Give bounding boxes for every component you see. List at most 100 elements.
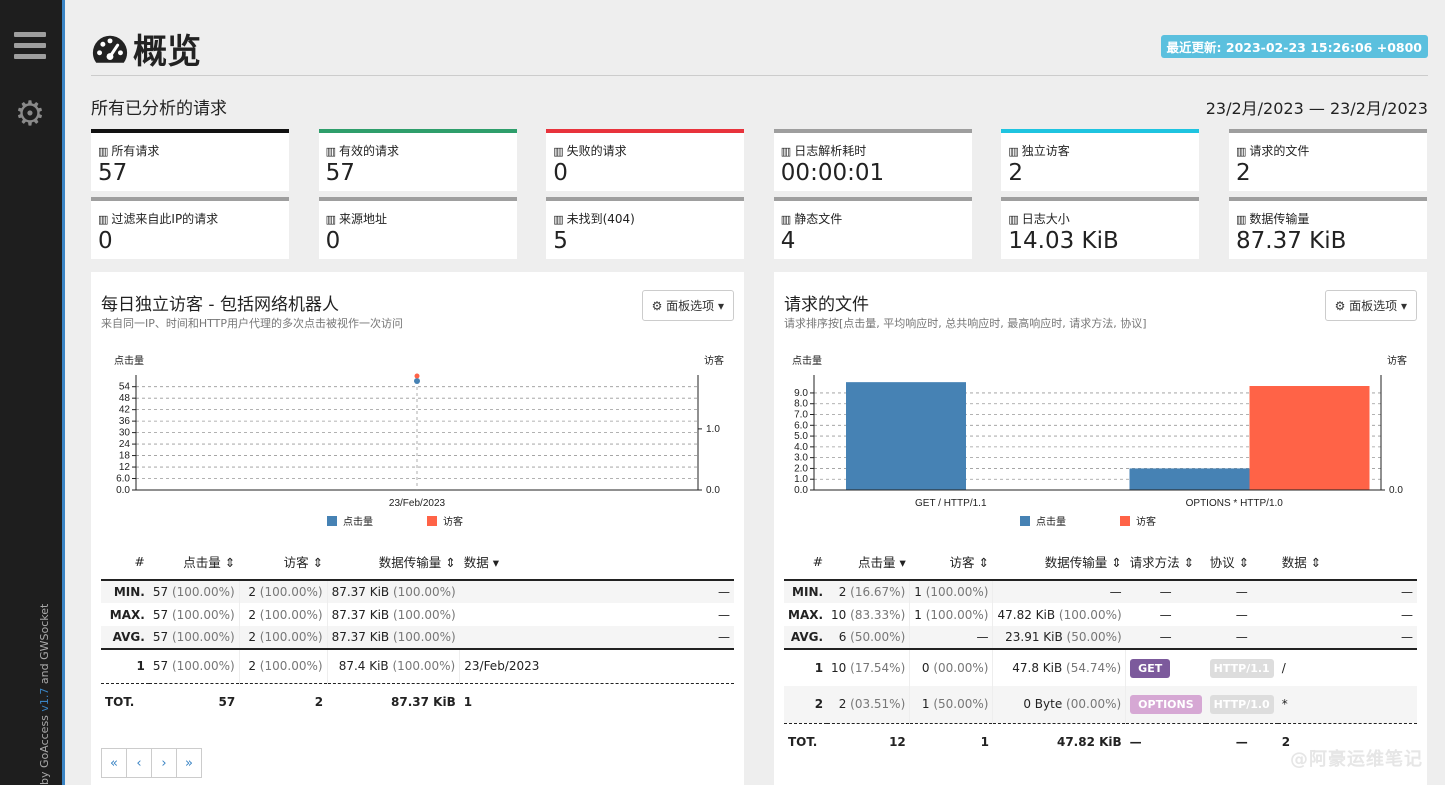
summary-row: MAX. 57 (100.00%) 2 (100.00%) 87.37 KiB (10… (101, 603, 734, 626)
stat-card: ▥ 过滤来自此IP的请求 0 (91, 197, 289, 259)
y-tick-label: 0.0 (794, 485, 808, 496)
method-badge: OPTIONS (1130, 694, 1202, 714)
table-cell: — (1401, 607, 1413, 622)
column-header[interactable]: 数据传输量 ⇕ (1044, 555, 1122, 570)
stat-value: 14.03 KiB (1008, 228, 1119, 254)
visitors-bar (1249, 386, 1370, 490)
stat-label: ▥ 静态文件 (780, 212, 843, 226)
table-cell: 23/Feb/2023 (464, 659, 540, 674)
column-header[interactable]: 请求方法 ⇕ (1129, 555, 1195, 570)
legend-label: 点击量 (343, 516, 373, 528)
table-cell: 2 (100.00%) (239, 603, 328, 626)
stat-card: ▥ 数据传输量 87.37 KiB (1229, 197, 1427, 259)
bar-chart-icon: ▥ (98, 213, 109, 226)
version-link[interactable]: v1.7 (38, 687, 51, 712)
panel-options-button[interactable]: ⚙ 面板选项 ▾ (1324, 290, 1417, 321)
table-cell: 2 (1281, 735, 1291, 750)
hits-bar (846, 382, 966, 490)
gear-icon[interactable]: ⚙ (14, 94, 46, 134)
panel-subtitle: 来自同一IP、时间和HTTP用户代理的多次点击被视作一次访问 (101, 317, 404, 330)
sidebar: ⚙ by GoAccess v1.7 and GWSocket (0, 0, 65, 785)
panel-title: 请求的文件 (784, 295, 869, 315)
requested-files-panel: 请求的文件 请求排序按[点击量, 平均响应时, 总共响应时, 最高响应时, 请求… (774, 272, 1427, 785)
visitors-table: # 点击量 ⇕ 访客 ⇕ 数据传输量 ⇕ 数据 ▾ MIN. 57 (100.00%) 2 (… (101, 544, 734, 721)
panel-title: 每日独立访客 - 包括网络机器人 (101, 295, 339, 315)
pagination-button[interactable]: « (101, 748, 127, 778)
stat-card: ▥ 静态文件 4 (773, 197, 972, 259)
table-cell: — (1159, 585, 1172, 599)
stat-value: 87.37 KiB (1236, 228, 1347, 254)
table-cell: AVG. (112, 630, 145, 644)
table-row[interactable]: 1 10 (17.54%) 0 (00.00%) 47.8 KiB (54.74%) G… (784, 649, 1417, 686)
table-cell: 1 (980, 735, 989, 750)
protocol-badge: HTTP/1.0 (1209, 694, 1274, 714)
stat-label: ▥ 失败的请求 (553, 144, 627, 158)
column-header: # (812, 554, 824, 569)
legend-swatch (327, 516, 337, 526)
table-cell: — (1235, 607, 1248, 622)
column-header[interactable]: 数据 ▾ (463, 555, 499, 570)
column-header[interactable]: 数据 ⇕ (1281, 555, 1322, 570)
stat-card: ▥ 日志解析耗时 00:00:01 (773, 129, 972, 191)
table-cell: — (1235, 585, 1248, 599)
y2-axis-title: 访客 (704, 354, 724, 367)
column-header[interactable]: 点击量 ⇕ (183, 555, 236, 570)
stat-label: ▥ 过滤来自此IP的请求 (98, 212, 219, 226)
table-cell: — (1109, 585, 1122, 599)
column-header[interactable]: 访客 ⇕ (949, 555, 989, 570)
y-tick-label: 6.0 (116, 474, 130, 485)
total-row: TOT. 57 2 87.37 KiB 1 (101, 683, 734, 721)
stat-label: ▥ 所有请求 (98, 144, 160, 158)
legend-swatch (1020, 516, 1030, 526)
table-header-row: # 点击量 ⇕ 访客 ⇕ 数据传输量 ⇕ 数据 ▾ (101, 544, 734, 580)
table-cell: 0 (00.00%) (909, 649, 994, 686)
y-tick-label: 9.0 (794, 388, 808, 399)
y-tick-label: 36 (119, 416, 131, 427)
table-cell: 10 (83.33%) (827, 603, 911, 626)
stat-card: ▥ 请求的文件 2 (1229, 129, 1427, 191)
menu-icon[interactable] (14, 32, 46, 60)
column-header[interactable]: 数据传输量 ⇕ (378, 555, 456, 570)
column-header[interactable]: 访客 ⇕ (283, 555, 324, 570)
watermark: @阿豪运维笔记 (1290, 749, 1423, 770)
pagination-button[interactable]: ‹ (126, 748, 152, 778)
y-axis-title: 点击量 (114, 355, 144, 367)
stat-label: ▥ 未找到(404) (553, 212, 635, 226)
table-cell: 0 Byte (00.00%) (992, 686, 1127, 723)
table-cell: 47.8 KiB (54.74%) (992, 649, 1127, 686)
pagination-button[interactable]: › (151, 748, 177, 778)
table-cell: — (909, 626, 994, 649)
y-tick-label: 1.0 (794, 474, 808, 485)
table-cell: — (1129, 735, 1142, 750)
table-cell: OPTIONS (1126, 686, 1206, 723)
table-cell: — (718, 630, 730, 644)
date-range: 23/2月/2023 — 23/2月/2023 (1205, 99, 1428, 118)
table-cell: — (1159, 607, 1172, 622)
y-tick-label: 12 (119, 462, 131, 473)
table-row[interactable]: 1 57 (100.00%) 2 (100.00%) 87.4 KiB (100.00… (101, 649, 734, 683)
table-cell: 1 (463, 695, 473, 710)
panel-options-button[interactable]: ⚙ 面板选项 ▾ (641, 290, 734, 321)
table-cell: — (1401, 630, 1413, 644)
unique-visitors-panel: 每日独立访客 - 包括网络机器人 来自同一IP、时间和HTTP用户代理的多次点击… (91, 272, 744, 785)
table-cell: 2 (314, 695, 324, 710)
overview-heading: 所有已分析的请求 (91, 99, 227, 119)
column-header[interactable]: 点击量 ▾ (858, 555, 906, 570)
table-cell: 87.37 KiB (100.00%) (331, 630, 456, 644)
table-cell: 6 (50.00%) (827, 626, 911, 649)
table-cell: GET (1126, 649, 1206, 686)
table-cell: 1 (100.00%) (909, 603, 994, 626)
stat-card: ▥ 日志大小 14.03 KiB (1001, 197, 1200, 259)
pagination-button[interactable]: » (176, 748, 202, 778)
y-tick-label: 30 (119, 428, 131, 439)
last-updated-badge: 最近更新: 2023-02-23 15:26:06 +0800 (1160, 35, 1428, 58)
x-tick-label: GET / HTTP/1.1 (915, 498, 987, 509)
bar-chart-icon: ▥ (98, 145, 109, 158)
table-cell: * (1281, 697, 1288, 712)
table-cell: 57 (100.00%) (148, 649, 240, 683)
column-header[interactable]: 协议 ⇕ (1209, 555, 1250, 570)
stat-value: 0 (98, 228, 113, 254)
summary-row: MIN. 2 (16.67%) 1 (100.00%) — — — — (784, 580, 1417, 603)
table-cell: 2 (16.67%) (827, 580, 911, 603)
